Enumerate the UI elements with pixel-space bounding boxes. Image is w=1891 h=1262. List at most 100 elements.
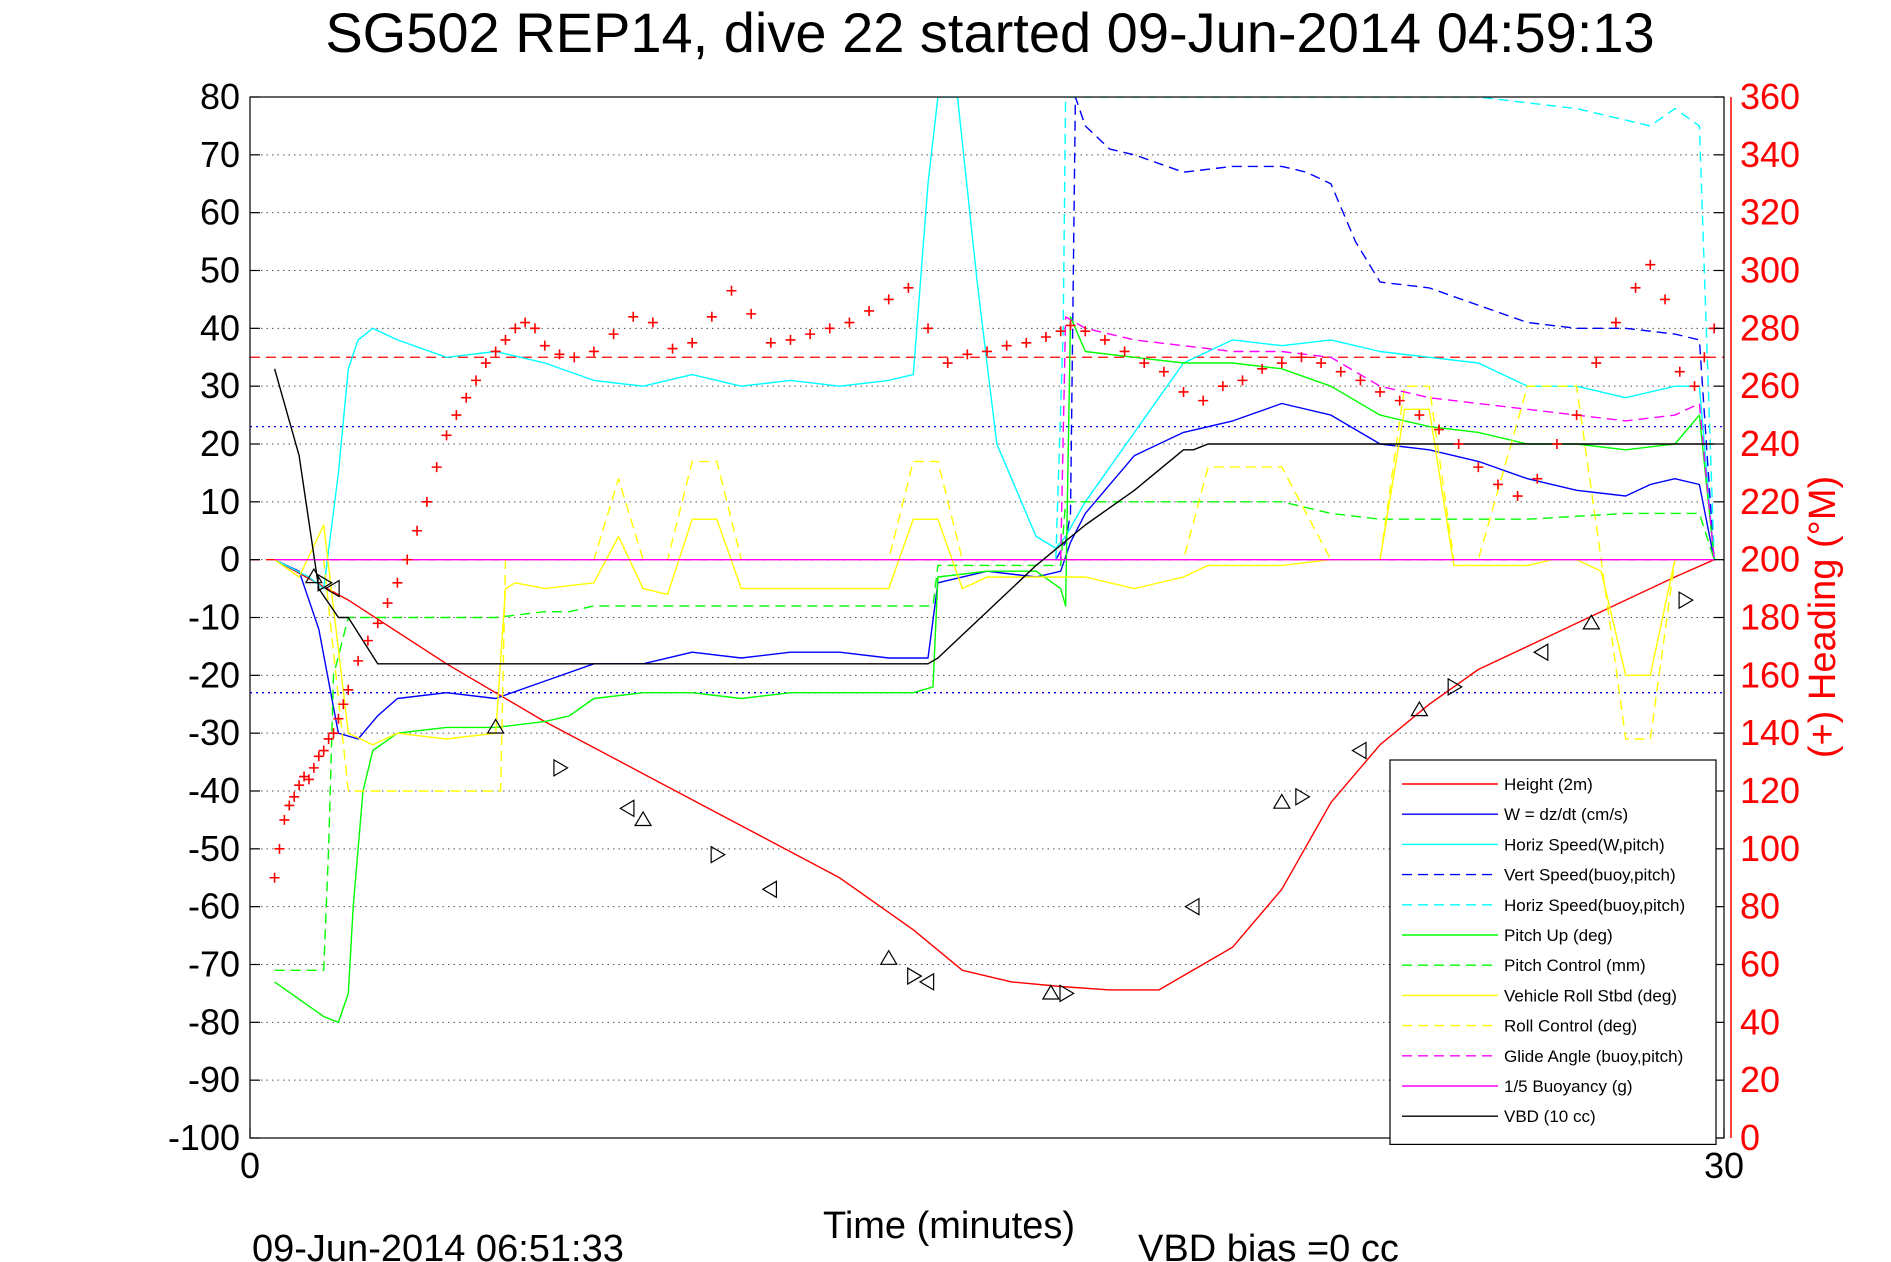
x-tick-label: 30 [1704, 1145, 1744, 1186]
heading-point [343, 684, 354, 695]
y-right-tick-label: 40 [1740, 1001, 1780, 1042]
heading-point [1335, 366, 1346, 377]
heading-point [431, 462, 442, 473]
heading-point [294, 780, 305, 791]
triangle-marker [1533, 643, 1549, 662]
heading-point [402, 554, 413, 565]
heading-point [1021, 337, 1032, 348]
y-tick-label: 80 [200, 76, 240, 117]
triangle-marker [553, 758, 569, 777]
heading-point [1591, 358, 1602, 369]
heading-point [539, 340, 550, 351]
y-right-tick-label: 100 [1740, 828, 1800, 869]
heading-point [353, 655, 364, 666]
series-line [273, 368, 1715, 665]
heading-point [1512, 491, 1523, 502]
heading-point [1276, 358, 1287, 369]
heading-point [1065, 320, 1076, 331]
heading-point [269, 872, 280, 883]
heading-point [1434, 424, 1445, 435]
heading-point [313, 751, 324, 762]
heading-point [608, 329, 619, 340]
triangle-marker [907, 967, 923, 986]
triangle-marker [619, 799, 635, 818]
footer-timestamp: 09-Jun-2014 06:51:33 [252, 1228, 624, 1262]
series-line [274, 559, 1715, 991]
y-tick-label: -30 [188, 712, 240, 753]
legend-entry: 1/5 Buoyancy (g) [1504, 1077, 1633, 1096]
triangle-marker [1059, 984, 1075, 1003]
y-tick-label: -60 [188, 886, 240, 927]
legend-entry: Vehicle Roll Stbd (deg) [1504, 986, 1677, 1005]
legend: Height (2m) W = dz/dt (cm/s) Horiz Speed(W… [1389, 759, 1717, 1145]
heading-point [726, 285, 737, 296]
triangle-marker [634, 810, 653, 827]
reference-lines [250, 356, 1724, 694]
heading-point [706, 311, 717, 322]
y-right-tick-label: 140 [1740, 712, 1800, 753]
x-axis: 0 30 [240, 1128, 1744, 1186]
legend-entry: Glide Angle (buoy,pitch) [1504, 1047, 1683, 1066]
heading-point [824, 323, 835, 334]
legend-box [1389, 759, 1717, 1145]
triangle-marker [1447, 677, 1463, 696]
y-tick-label: 50 [200, 250, 240, 291]
triangle-marker [1351, 741, 1367, 760]
legend-entry: Horiz Speed(buoy,pitch) [1504, 896, 1685, 915]
triangle-marker [710, 845, 726, 864]
heading-point [372, 618, 383, 629]
y-tick-label: 10 [200, 481, 240, 522]
y-tick-label: -90 [188, 1059, 240, 1100]
series-line [1060, 316, 1715, 560]
heading-point [1080, 326, 1091, 337]
y-right-tick-label: 340 [1740, 134, 1800, 175]
series-line [1055, 97, 1715, 560]
triangle-marker [918, 972, 935, 991]
series-line [274, 501, 1715, 971]
heading-point [1139, 358, 1150, 369]
heading-point [1610, 317, 1621, 328]
heading-point [421, 496, 432, 507]
y-axis-right-label: (+) Heading (°M) [1802, 476, 1844, 758]
y-right-tick-label: 320 [1740, 192, 1800, 233]
heading-point [1645, 259, 1656, 270]
heading-point [303, 774, 314, 785]
heading-point [1453, 439, 1464, 449]
heading-point [982, 346, 992, 357]
heading-point [1178, 386, 1189, 397]
heading-point [1375, 386, 1386, 397]
y-right-tick-label: 220 [1740, 481, 1800, 522]
triangle-marker [1410, 700, 1429, 717]
heading-point [284, 800, 295, 811]
x-axis-label: Time (minutes) [823, 1205, 1075, 1247]
heading-point [471, 375, 482, 386]
heading-point [328, 728, 339, 739]
heading-point [864, 305, 875, 316]
heading-point [667, 343, 678, 354]
heading-point [1630, 282, 1641, 293]
triangle-marker [761, 880, 778, 899]
heading-point [480, 358, 491, 369]
heading-point [323, 733, 334, 744]
heading-point [1394, 395, 1405, 406]
y-tick-label: -80 [188, 1001, 240, 1042]
y-right-tick-label: 20 [1740, 1059, 1780, 1100]
triangle-markers [304, 567, 1694, 1003]
y-right-tick-label: 300 [1740, 250, 1800, 291]
triangle-marker [317, 573, 333, 592]
series-layer [273, 97, 1715, 1023]
y-right-tick-label: 80 [1740, 886, 1780, 927]
heading-point [883, 294, 894, 305]
heading-point [289, 791, 300, 802]
heading-point [923, 323, 934, 334]
heading-point [805, 329, 816, 340]
legend-entry: Pitch Up (deg) [1504, 926, 1613, 945]
series-line [274, 385, 1715, 792]
heading-point [1237, 375, 1248, 386]
heading-point [362, 635, 373, 646]
heading-point [1699, 352, 1710, 363]
heading-point [1532, 473, 1543, 484]
heading-point [569, 352, 580, 363]
heading-point [1316, 358, 1327, 369]
triangle-marker [486, 718, 505, 734]
